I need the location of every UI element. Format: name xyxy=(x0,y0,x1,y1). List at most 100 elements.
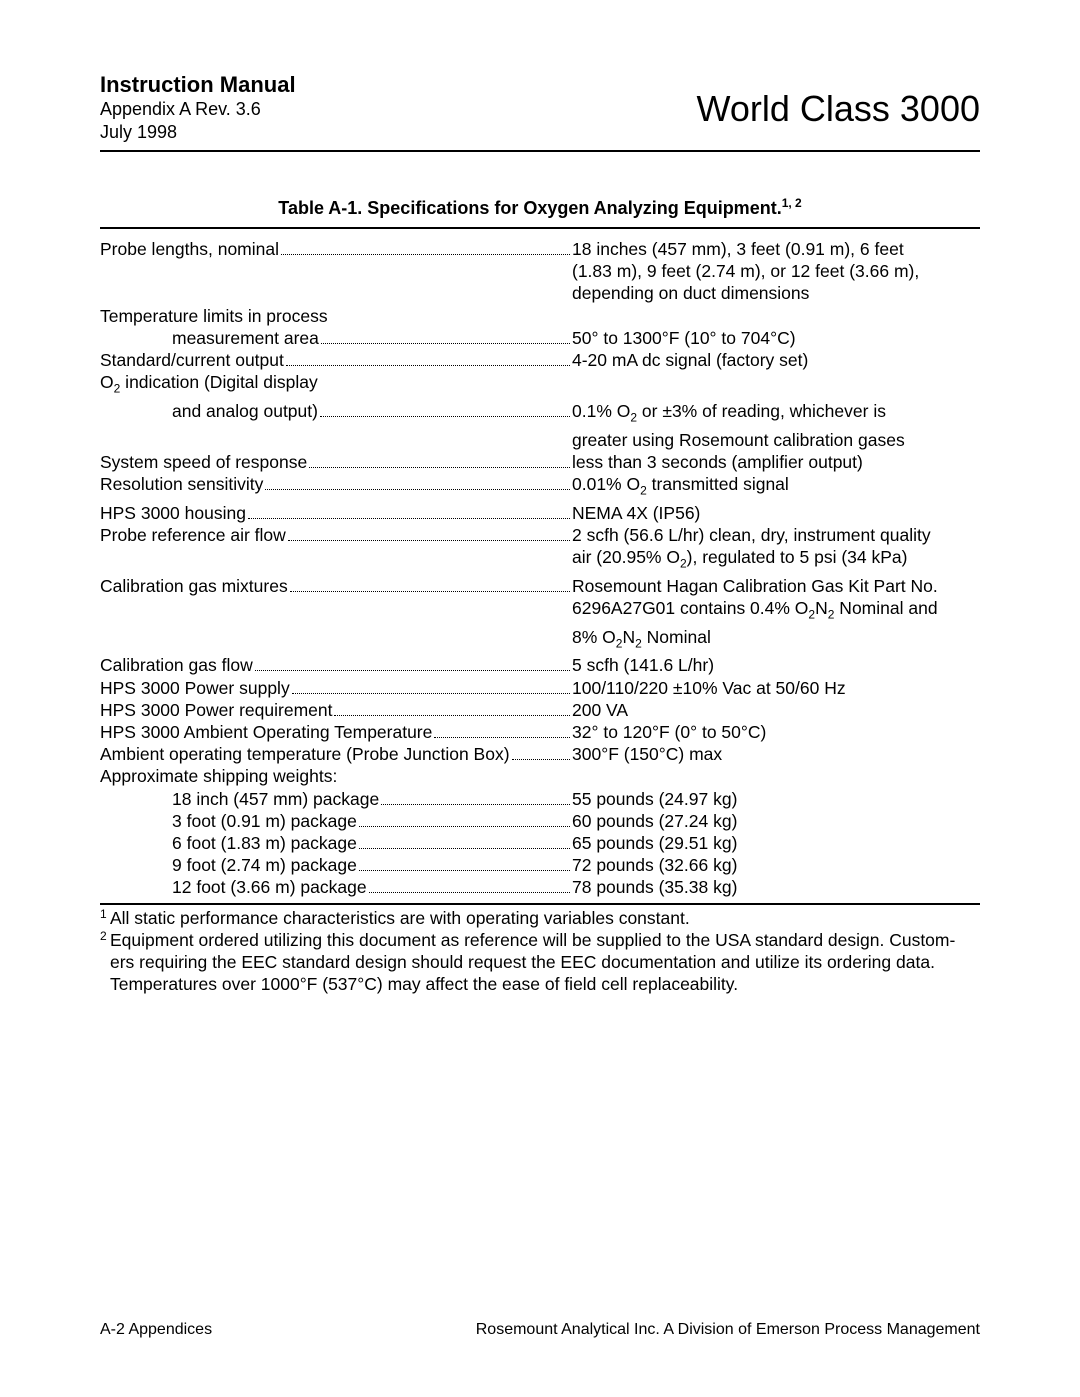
spec-value: 50° to 1300°F (10° to 704°C) xyxy=(572,327,980,349)
leader-dots xyxy=(265,473,570,490)
spec-row-cont: 8% O2N2 Nominal xyxy=(100,626,980,655)
spec-label: Ambient operating temperature (Probe Jun… xyxy=(100,743,510,765)
spec-row-temp-header: Temperature limits in process xyxy=(100,305,980,327)
spec-value: 4-20 mA dc signal (factory set) xyxy=(572,349,980,371)
spec-row-o2-analog: and analog output) 0.1% O2 or ±3% of rea… xyxy=(100,400,980,429)
leader-dots xyxy=(359,810,570,827)
spec-label: 3 foot (0.91 m) package xyxy=(100,810,357,832)
leader-dots xyxy=(434,721,570,738)
spec-label: 18 inch (457 mm) package xyxy=(100,788,379,810)
spec-label: HPS 3000 Ambient Operating Temperature xyxy=(100,721,432,743)
spec-label: Calibration gas flow xyxy=(100,654,253,676)
spec-value-cont: (1.83 m), 9 feet (2.74 m), or 12 feet (3… xyxy=(572,260,980,282)
spec-row-ship-18: 18 inch (457 mm) package 55 pounds (24.9… xyxy=(100,788,980,810)
footnote-marker-blank xyxy=(100,969,110,991)
spec-value: 200 VA xyxy=(572,699,980,721)
spec-value: 18 inches (457 mm), 3 feet (0.91 m), 6 f… xyxy=(572,238,980,260)
leader-dots xyxy=(320,400,570,417)
spec-row-power-supply: HPS 3000 Power supply 100/110/220 ±10% V… xyxy=(100,677,980,699)
spec-value: 0.1% O2 or ±3% of reading, whichever is xyxy=(572,400,980,429)
table-top-rule xyxy=(100,227,980,229)
val-post: Nominal and xyxy=(834,598,937,618)
product-name: World Class 3000 xyxy=(697,88,980,130)
spec-value: 55 pounds (24.97 kg) xyxy=(572,788,980,810)
spec-row-probe-ref-air: Probe reference air flow 2 scfh (56.6 L/… xyxy=(100,524,980,546)
leader-dots xyxy=(381,788,570,805)
spec-value: 5 scfh (141.6 L/hr) xyxy=(572,654,980,676)
footnote-text: ers requiring the EEC standard design sh… xyxy=(110,951,980,973)
table-title: Table A-1. Specifications for Oxygen Ana… xyxy=(100,196,980,219)
footnote-2-cont: ers requiring the EEC standard design sh… xyxy=(100,951,980,973)
spec-value: less than 3 seconds (amplifier output) xyxy=(572,451,980,473)
page-footer: A-2 Appendices Rosemount Analytical Inc.… xyxy=(100,1321,980,1339)
val-mid: N xyxy=(815,598,828,618)
spec-label: Standard/current output xyxy=(100,349,284,371)
appendix-rev: Appendix A Rev. 3.6 xyxy=(100,98,296,121)
leader-dots xyxy=(290,575,570,592)
spec-row-temp-measurement: measurement area 50° to 1300°F (10° to 7… xyxy=(100,327,980,349)
spec-value: 2 scfh (56.6 L/hr) clean, dry, instrumen… xyxy=(572,524,980,546)
spec-row-ship-3: 3 foot (0.91 m) package 60 pounds (27.24… xyxy=(100,810,980,832)
subscript-2: 2 xyxy=(635,636,642,650)
spec-value: 60 pounds (27.24 kg) xyxy=(572,810,980,832)
spec-row-system-speed: System speed of response less than 3 sec… xyxy=(100,451,980,473)
manual-title: Instruction Manual xyxy=(100,72,296,98)
leader-dots xyxy=(288,524,570,541)
spec-row-cont: (1.83 m), 9 feet (2.74 m), or 12 feet (3… xyxy=(100,260,980,282)
leader-dots xyxy=(321,327,570,344)
o2-post: indication (Digital display xyxy=(120,372,317,392)
spec-label: 12 foot (3.66 m) package xyxy=(100,876,367,898)
o2-pre: O xyxy=(100,372,114,392)
spec-body: Probe lengths, nominal 18 inches (457 mm… xyxy=(100,238,980,996)
leader-dots xyxy=(248,502,570,519)
spec-row-cont: air (20.95% O2), regulated to 5 psi (34 … xyxy=(100,546,980,575)
spec-row-cal-gas-mix: Calibration gas mixtures Rosemount Hagan… xyxy=(100,575,980,597)
spec-label: Probe lengths, nominal xyxy=(100,238,279,260)
spec-label: Temperature limits in process xyxy=(100,305,328,327)
spec-row-resolution: Resolution sensitivity 0.01% O2 transmit… xyxy=(100,473,980,502)
spec-value: 100/110/220 ±10% Vac at 50/60 Hz xyxy=(572,677,980,699)
spec-value-cont: 6296A27G01 contains 0.4% O2N2 Nominal an… xyxy=(572,597,980,626)
spec-value: 78 pounds (35.38 kg) xyxy=(572,876,980,898)
spec-row-cont: depending on duct dimensions xyxy=(100,282,980,304)
leader-dots xyxy=(512,744,570,761)
val-pre: 8% O xyxy=(572,627,616,647)
spec-value-cont: depending on duct dimensions xyxy=(572,282,980,304)
val-post: or ±3% of reading, whichever is xyxy=(637,401,886,421)
spec-label: 9 foot (2.74 m) package xyxy=(100,854,357,876)
footnote-2-cont: Temperatures over 1000°F (537°C) may aff… xyxy=(100,973,980,995)
spec-value: NEMA 4X (IP56) xyxy=(572,502,980,524)
spec-value: 65 pounds (29.51 kg) xyxy=(572,832,980,854)
spec-row-power-req: HPS 3000 Power requirement 200 VA xyxy=(100,699,980,721)
spec-row-ambient-op: HPS 3000 Ambient Operating Temperature 3… xyxy=(100,721,980,743)
footnotes: 1 All static performance characteristics… xyxy=(100,907,980,996)
spec-label: HPS 3000 Power supply xyxy=(100,677,290,699)
spec-value-cont: greater using Rosemount calibration gase… xyxy=(572,429,980,451)
spec-value-cont: 8% O2N2 Nominal xyxy=(572,626,980,655)
table-bottom-rule xyxy=(100,903,980,905)
footnote-text: Equipment ordered utilizing this documen… xyxy=(110,929,980,951)
spec-row-ship-header: Approximate shipping weights: xyxy=(100,765,980,787)
header-left: Instruction Manual Appendix A Rev. 3.6 J… xyxy=(100,72,296,143)
spec-label: measurement area xyxy=(100,327,319,349)
spec-value: Rosemount Hagan Calibration Gas Kit Part… xyxy=(572,575,980,597)
spec-value: 32° to 120°F (0° to 50°C) xyxy=(572,721,980,743)
val-pre: air (20.95% O xyxy=(572,547,680,567)
leader-dots xyxy=(369,877,570,894)
spec-row-o2-header: O2 indication (Digital display xyxy=(100,371,980,400)
spec-label: HPS 3000 housing xyxy=(100,502,246,524)
val-post: transmitted signal xyxy=(647,474,789,494)
val-pre: 0.01% O xyxy=(572,474,640,494)
spec-row-ambient-probe: Ambient operating temperature (Probe Jun… xyxy=(100,743,980,765)
spec-label: and analog output) xyxy=(100,400,318,422)
val-post: ), regulated to 5 psi (34 kPa) xyxy=(687,547,908,567)
spec-label: Approximate shipping weights: xyxy=(100,765,337,787)
spec-label: HPS 3000 Power requirement xyxy=(100,699,332,721)
spec-label: System speed of response xyxy=(100,451,307,473)
spec-row-ship-6: 6 foot (1.83 m) package 65 pounds (29.51… xyxy=(100,832,980,854)
spec-value: 0.01% O2 transmitted signal xyxy=(572,473,980,502)
spec-value: 72 pounds (32.66 kg) xyxy=(572,854,980,876)
spec-value-cont: air (20.95% O2), regulated to 5 psi (34 … xyxy=(572,546,980,575)
spec-label: 6 foot (1.83 m) package xyxy=(100,832,357,854)
spec-label: Resolution sensitivity xyxy=(100,473,263,495)
